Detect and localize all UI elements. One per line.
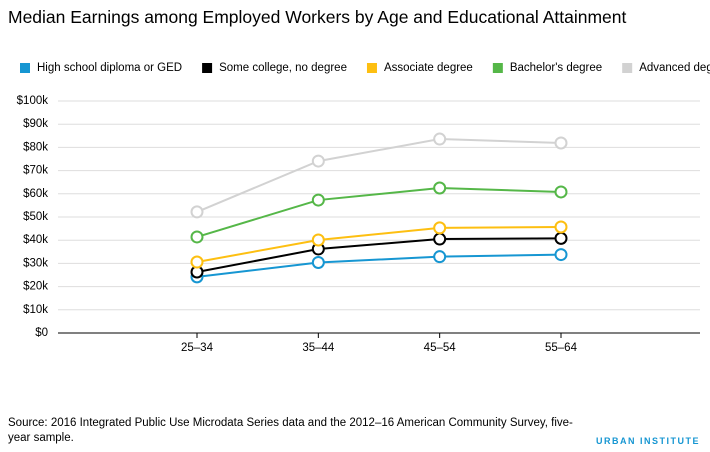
y-tick-label: $0 xyxy=(35,327,48,339)
x-tick-label: 55–64 xyxy=(545,342,578,354)
series-line xyxy=(196,138,562,213)
y-tick-label: $20k xyxy=(23,281,48,293)
legend-label: High school diploma or GED xyxy=(37,62,182,74)
point xyxy=(433,232,447,246)
y-tick-label: $60k xyxy=(23,188,48,200)
y-tick-label: $10k xyxy=(23,304,48,316)
series-line xyxy=(196,186,562,238)
point xyxy=(190,255,204,269)
legend-swatch xyxy=(622,63,633,73)
point xyxy=(433,221,447,235)
legend-swatch xyxy=(492,63,503,73)
y-tick-label: $90k xyxy=(23,118,48,130)
y-tick-label: $80k xyxy=(23,141,48,153)
point xyxy=(311,233,325,247)
point xyxy=(554,248,568,262)
legend-swatch xyxy=(202,63,213,73)
point xyxy=(311,255,325,269)
point xyxy=(433,250,447,264)
legend-swatch xyxy=(20,63,30,73)
point xyxy=(433,181,447,195)
point xyxy=(554,231,568,245)
source-note: Source: 2016 Integrated Public Use Micro… xyxy=(8,417,573,444)
y-tick-label: $70k xyxy=(23,165,48,177)
legend-swatch xyxy=(366,63,377,73)
point xyxy=(311,154,325,168)
y-tick-label: $30k xyxy=(23,257,48,269)
point xyxy=(311,193,325,207)
legend-label: Bachelor's degree xyxy=(510,62,602,74)
y-tick-label: $40k xyxy=(23,234,48,246)
y-tick-label: $100k xyxy=(17,95,49,107)
x-tick-label: 25–34 xyxy=(181,342,214,354)
series-line xyxy=(196,225,562,263)
chart-title: Median Earnings among Employed Workers b… xyxy=(8,7,627,27)
series-line xyxy=(196,237,562,273)
x-tick-label: 45–54 xyxy=(424,342,457,354)
point xyxy=(554,185,568,199)
series-line xyxy=(196,253,562,278)
point xyxy=(554,136,568,150)
x-tick-label: 35–44 xyxy=(302,342,335,354)
legend-label: Some college, no degree xyxy=(219,62,347,74)
y-tick-label: $50k xyxy=(23,211,48,223)
legend-label: Advanced degree xyxy=(639,62,710,74)
point xyxy=(190,205,204,219)
legend-label: Associate degree xyxy=(384,62,473,74)
point xyxy=(190,230,204,244)
branding: URBAN INSTITUTE xyxy=(596,436,700,446)
point xyxy=(554,220,568,234)
point xyxy=(433,132,447,146)
